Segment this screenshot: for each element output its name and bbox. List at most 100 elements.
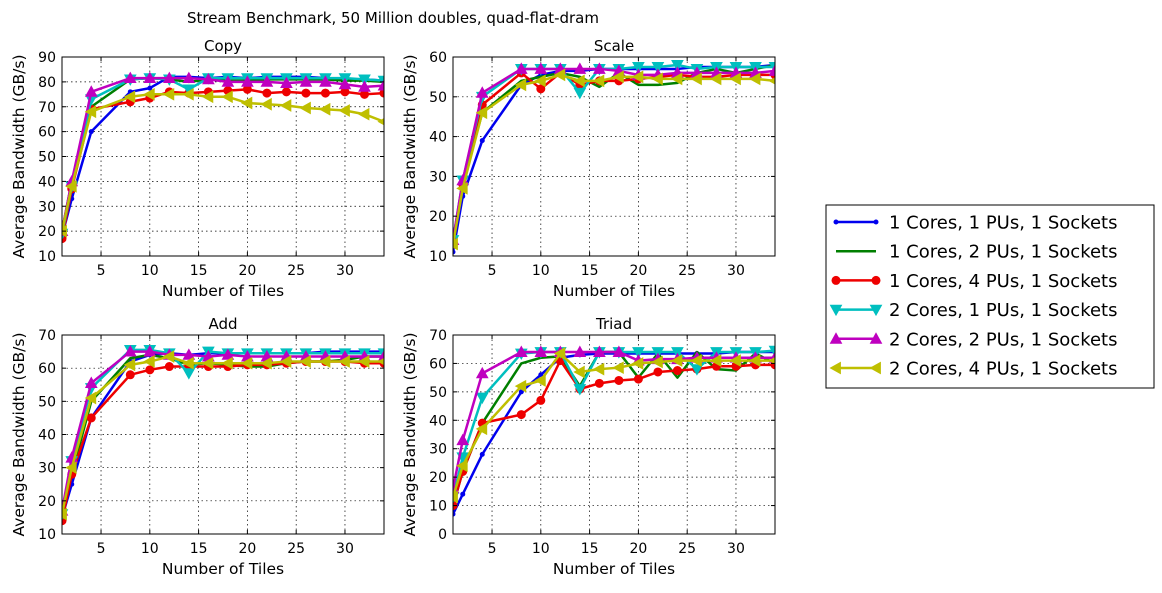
legend-entry: 2 Cores, 1 PUs, 1 Sockets	[829, 300, 1117, 321]
add-series-line-1	[62, 350, 384, 518]
y-tick-label: 70	[38, 100, 56, 116]
triad-data-point	[475, 366, 489, 379]
triad-data-point	[633, 374, 643, 384]
triad-data-point	[651, 347, 665, 359]
add-data-point	[182, 368, 196, 380]
add-data-point	[318, 355, 331, 368]
add-data-point	[62, 507, 67, 521]
y-tick-label: 40	[429, 413, 447, 429]
triad-data-point	[460, 491, 466, 497]
triad-data-point	[573, 384, 587, 396]
copy-data-point	[299, 75, 313, 87]
copy-data-point	[377, 79, 384, 91]
y-tick-label: 80	[38, 75, 56, 91]
copy-series-line-4	[62, 76, 384, 234]
copy-series-line-2	[62, 76, 384, 232]
scale-data-point	[534, 74, 546, 88]
add-subplot: 5 10 15 20 25 30 10 20 30 40 50 60 70 Add Number of Ti…	[10, 315, 385, 578]
y-tick-label: 40	[429, 130, 447, 146]
legend-marker	[829, 361, 841, 375]
scale-data-point	[651, 62, 665, 74]
copy-data-point	[162, 71, 176, 84]
copy-data-point	[320, 88, 330, 98]
y-axis-label: Average Bandwidth (GB/s)	[401, 54, 419, 258]
add-data-point	[201, 356, 214, 370]
triad-data-point	[456, 459, 468, 473]
x-tick-label: 10	[532, 541, 550, 557]
x-tick-label: 25	[287, 541, 305, 557]
legend-label: 1 Cores, 1 PUs, 1 Sockets	[889, 213, 1117, 234]
copy-data-point	[338, 104, 350, 117]
triad-data-point	[593, 345, 606, 357]
triad-data-point	[672, 366, 682, 376]
figure-title: Stream Benchmark, 50 Million doubles, qu…	[187, 9, 599, 27]
x-tick-label: 5	[488, 263, 497, 279]
y-tick-label: 60	[429, 356, 447, 372]
scale-data-point	[475, 106, 488, 120]
x-tick-label: 20	[238, 263, 256, 279]
copy-series-group	[62, 71, 384, 244]
x-tick-label: 5	[97, 263, 106, 279]
triad-data-point	[479, 451, 485, 457]
add-data-point	[164, 362, 174, 372]
scale-series-line-5	[453, 67, 775, 241]
copy-data-point	[202, 72, 215, 85]
copy-data-point	[358, 74, 371, 86]
copy-data-point	[147, 85, 153, 91]
copy-data-point	[338, 77, 352, 90]
copy-data-point	[123, 71, 137, 84]
y-tick-label: 20	[38, 224, 56, 240]
triad-series-group	[453, 345, 775, 517]
legend-entry: 1 Cores, 4 PUs, 1 Sockets	[831, 271, 1117, 292]
x-tick-label: 20	[629, 263, 647, 279]
copy-data-point	[221, 90, 233, 104]
copy-data-point	[260, 97, 272, 111]
triad-data-point	[592, 362, 605, 376]
x-axis-label: Number of Tiles	[553, 282, 675, 300]
copy-data-point	[357, 107, 370, 121]
add-series-group	[62, 345, 384, 526]
scale-data-point	[690, 72, 702, 86]
triad-subplot: 5 10 15 20 25 30 0 10 20 30 40 50 60 70 Triad Number of…	[401, 315, 776, 578]
triad-data-point	[670, 354, 683, 367]
y-tick-label: 70	[38, 328, 56, 344]
copy-data-point	[241, 75, 254, 87]
copy-data-point	[377, 118, 384, 126]
y-tick-label: 30	[429, 442, 447, 458]
legend: 1 Cores, 1 PUs, 1 Sockets 1 Cores, 2 PUs,…	[825, 204, 1155, 389]
copy-data-point	[162, 87, 175, 101]
legend-marker	[869, 361, 881, 375]
triad-data-point	[534, 345, 548, 357]
triad-data-point	[651, 355, 663, 369]
y-tick-label: 40	[38, 174, 56, 190]
x-tick-label: 20	[238, 541, 256, 557]
x-tick-label: 25	[678, 541, 696, 557]
copy-data-point	[65, 180, 77, 193]
y-axis-label: Average Bandwidth (GB/s)	[10, 332, 28, 536]
scale-data-point	[748, 72, 761, 86]
triad-data-point	[516, 410, 526, 420]
legend-label: 1 Cores, 2 PUs, 1 Sockets	[889, 242, 1117, 263]
add-data-point	[338, 355, 350, 368]
scale-data-point	[573, 62, 587, 74]
add-data-point	[145, 365, 155, 375]
triad-data-point	[518, 389, 524, 395]
scale-data-point	[514, 78, 527, 92]
add-data-point	[125, 370, 135, 380]
y-tick-label: 10	[38, 249, 56, 265]
scale-data-point	[453, 237, 458, 251]
add-data-point	[162, 350, 175, 363]
copy-subplot-title: Copy	[204, 37, 242, 55]
legend-marker	[829, 332, 843, 344]
copy-data-point	[221, 75, 235, 87]
triad-data-point	[709, 354, 722, 367]
legend-marker	[873, 219, 879, 225]
y-tick-label: 20	[38, 494, 56, 510]
copy-subplot: 5 10 15 20 25 30 10 20 30 40 50 60 70 80 90 Copy Number …	[10, 37, 385, 300]
scale-data-point	[573, 87, 587, 100]
scale-data-point	[553, 68, 566, 82]
triad-data-point	[536, 395, 546, 405]
add-data-point	[86, 413, 96, 423]
x-axis-label: Number of Tiles	[162, 560, 284, 578]
x-axis-label: Number of Tiles	[553, 560, 675, 578]
